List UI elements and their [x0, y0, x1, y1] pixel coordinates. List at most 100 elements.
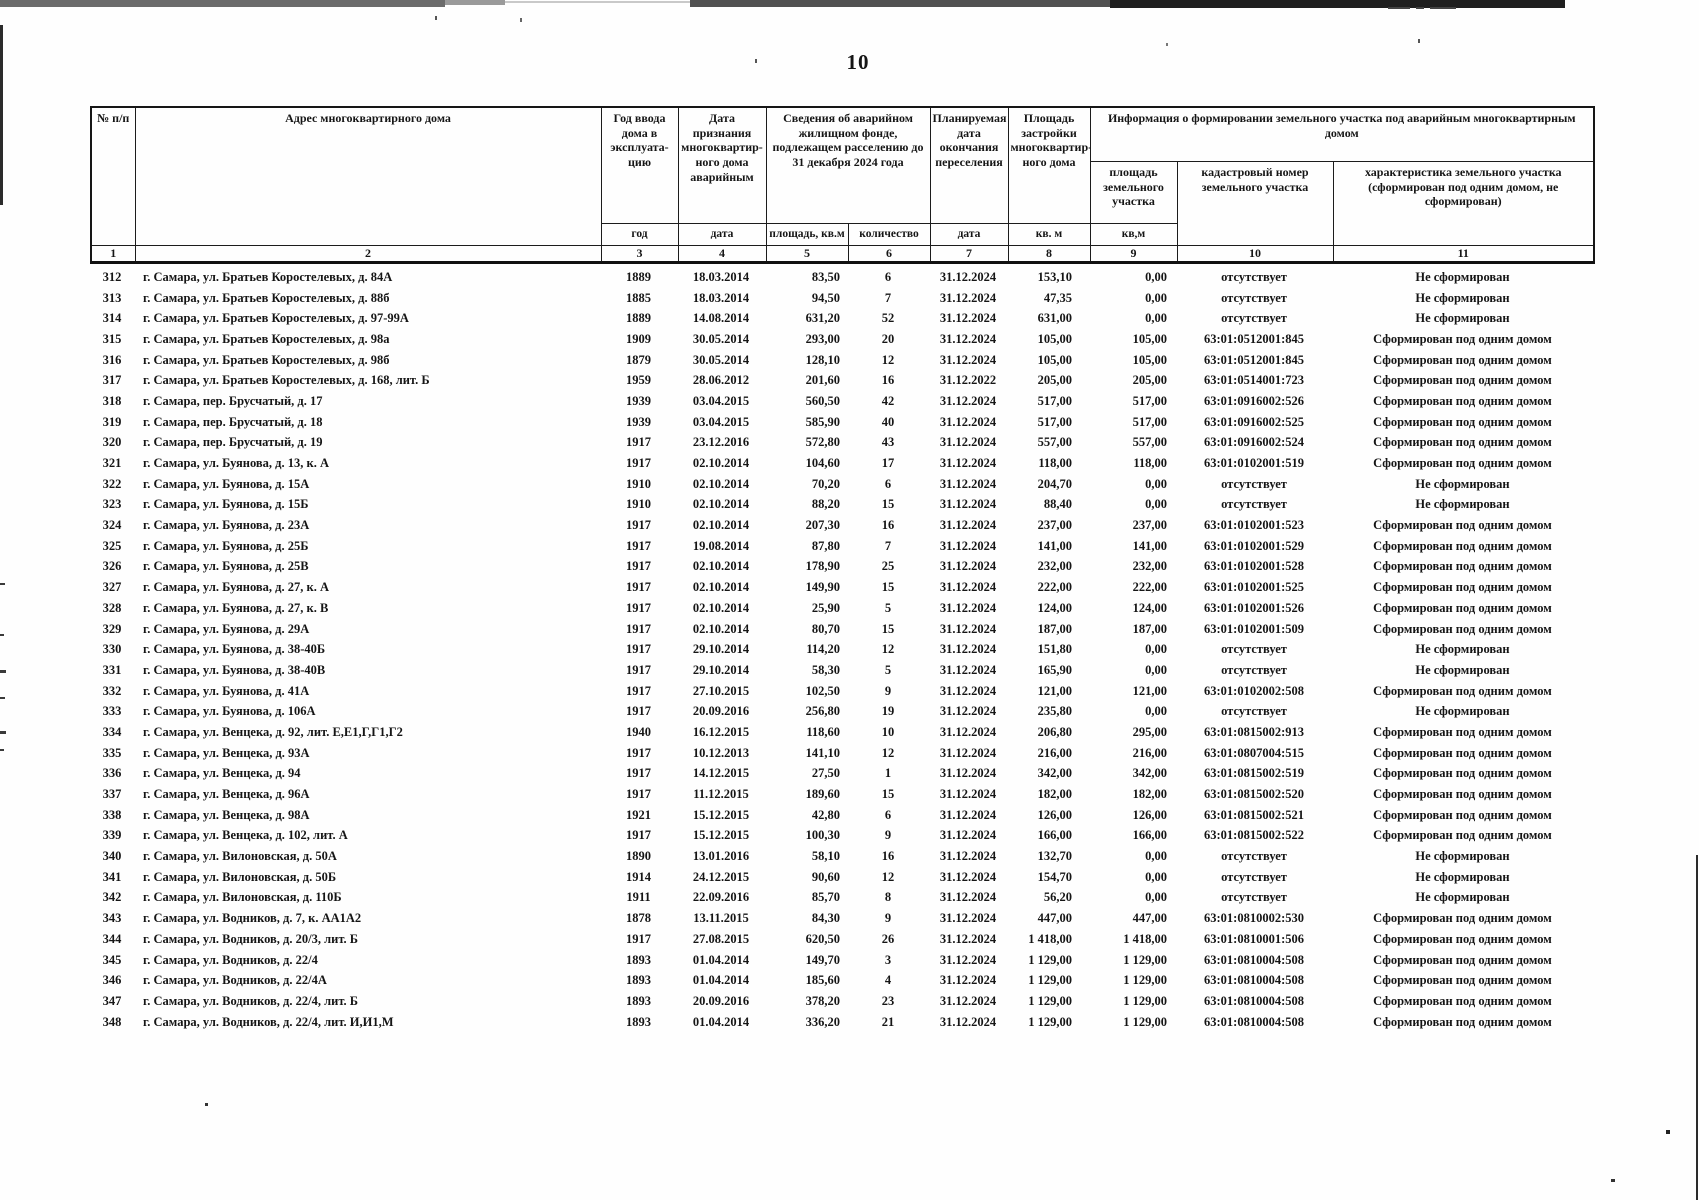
cell-area-sqm: 70,20: [811, 476, 840, 491]
cell-cadastral-number: 63:01:0810004:508: [1204, 993, 1304, 1008]
cell-land-area: 1 418,00: [1123, 931, 1167, 946]
scan-artifact-dash: [1388, 7, 1410, 9]
page-number: 10: [846, 50, 870, 74]
cell-land-status: Сформирован под одним домом: [1373, 787, 1552, 802]
cell-area-sqm: 149,90: [805, 580, 840, 595]
cell-recognition-date: 24.12.2015: [692, 869, 750, 884]
cell-recognition-date: 03.04.2015: [692, 414, 750, 429]
cell-resettlement-date: 31.12.2024: [939, 497, 997, 512]
cell-recognition-date: 27.08.2015: [692, 931, 750, 946]
cell-cadastral-number: 63:01:0810004:508: [1204, 1014, 1304, 1029]
scan-artifact-top-bar: [445, 0, 505, 5]
cell-cadastral-number: 63:01:0810004:508: [1204, 973, 1304, 988]
cell-recognition-date: 13.01.2016: [692, 849, 750, 864]
cell-number: 330: [102, 642, 122, 657]
cell-unit-count: 20: [881, 331, 895, 346]
cell-cadastral-number: 63:01:0512001:845: [1204, 352, 1304, 367]
cell-resettlement-date: 31.12.2024: [939, 807, 997, 822]
cell-address: г. Самара, ул. Вилоновская, д. 50А: [143, 849, 337, 864]
cell-number: 323: [102, 497, 122, 512]
cell-number: 333: [102, 704, 122, 719]
cell-unit-count: 12: [881, 352, 895, 367]
table-body: 3 12 г. Самара, ул. Братьев Коростелевых, …: [90, 267, 1593, 1032]
cell-land-area: 0,00: [1145, 476, 1167, 491]
cell-area-sqm: 27,50: [811, 766, 840, 781]
cell-area-sqm: 189,60: [805, 787, 840, 802]
cell-cadastral-number: 63:01:0514001:723: [1204, 373, 1304, 388]
cell-address: г. Самара, ул. Буянова, д. 15Б: [143, 497, 309, 512]
cell-land-status: Сформирован под одним домом: [1373, 393, 1552, 408]
unit-year: год: [600, 223, 679, 246]
cell-address: г. Самара, ул. Буянова, д. 38-40Б: [143, 642, 326, 657]
cell-building-area: 105,00: [1037, 352, 1072, 367]
cell-land-area: 517,00: [1132, 414, 1167, 429]
cell-year-built: 1917: [626, 828, 651, 843]
cell-number: 326: [102, 559, 122, 574]
table-row: 332 г. Самара, ул. Буянова, д. 41А 1917 27.…: [90, 681, 1593, 702]
cell-building-area: 204,70: [1037, 476, 1072, 491]
table-row: 327 г. Самара, ул. Буянова, д. 27, к. А 19…: [90, 577, 1593, 598]
cell-unit-count: 3: [884, 952, 892, 967]
cell-resettlement-date: 31.12.2024: [939, 828, 997, 843]
cell-cadastral-number: отсутствует: [1221, 890, 1287, 905]
cell-year-built: 1917: [626, 662, 651, 677]
cell-unit-count: 19: [881, 704, 895, 719]
cell-unit-count: 26: [881, 931, 895, 946]
cell-building-area: 124,00: [1037, 600, 1072, 615]
cell-land-status: Не сформирован: [1415, 849, 1510, 864]
cell-land-area: 166,00: [1132, 828, 1167, 843]
cell-number: 338: [102, 807, 122, 822]
cell-recognition-date: 02.10.2014: [692, 497, 750, 512]
cell-area-sqm: 141,10: [805, 745, 840, 760]
cell-unit-count: 9: [884, 828, 892, 843]
column-number: 6: [847, 245, 931, 264]
cell-building-area: 237,00: [1037, 518, 1072, 533]
cell-resettlement-date: 31.12.2022: [939, 373, 997, 388]
cell-address: г. Самара, ул. Братьев Коростелевых, д. …: [143, 269, 393, 284]
cell-land-area: 295,00: [1132, 724, 1167, 739]
cell-number: 340: [102, 849, 122, 864]
cell-land-area: 0,00: [1145, 869, 1167, 884]
cell-building-area: 121,00: [1037, 683, 1072, 698]
cell-area-sqm: 378,20: [805, 993, 840, 1008]
cell-land-status: Сформирован под одним домом: [1373, 559, 1552, 574]
cell-building-area: 1 129,00: [1028, 993, 1072, 1008]
cell-unit-count: 15: [881, 787, 895, 802]
cell-area-sqm: 25,90: [811, 600, 840, 615]
cell-recognition-date: 02.10.2014: [692, 600, 750, 615]
cell-building-area: 153,10: [1037, 269, 1072, 284]
cell-cadastral-number: 63:01:0807004:515: [1204, 745, 1304, 760]
cell-land-status: Не сформирован: [1415, 890, 1510, 905]
cell-land-area: 0,00: [1145, 497, 1167, 512]
cell-land-status: Сформирован под одним домом: [1373, 518, 1552, 533]
table-row: 338 г. Самара, ул. Венцека, д. 98А 1921 15.…: [90, 805, 1593, 826]
cell-land-status: Сформирован под одним домом: [1373, 807, 1552, 822]
cell-unit-count: 15: [881, 497, 895, 512]
cell-land-area: 1 129,00: [1123, 1014, 1167, 1029]
column-number: 7: [929, 245, 1009, 264]
scan-artifact-speck: [1166, 43, 1168, 46]
cell-land-area: 1 129,00: [1123, 952, 1167, 967]
cell-land-status: Не сформирован: [1415, 269, 1510, 284]
cell-address: г. Самара, ул. Братьев Коростелевых, д. …: [143, 352, 390, 367]
cell-number: 328: [102, 600, 122, 615]
scan-artifact-speck: [1418, 39, 1420, 43]
table-row: 334 г. Самара, ул. Венцека, д. 92, лит. Е…: [90, 722, 1593, 743]
cell-cadastral-number: 63:01:0810004:508: [1204, 952, 1304, 967]
cell-area-sqm: 80,70: [811, 621, 840, 636]
cell-address: г. Самара, ул. Водников, д. 22/4: [143, 952, 318, 967]
table-row: 315 г. Самара, ул. Братьев Коростелевых, …: [90, 329, 1593, 350]
cell-cadastral-number: 63:01:0810001:506: [1204, 931, 1304, 946]
cell-unit-count: 16: [881, 518, 895, 533]
cell-cadastral-number: 63:01:0102002:508: [1204, 683, 1304, 698]
cell-land-area: 105,00: [1132, 331, 1167, 346]
cell-land-area: 232,00: [1132, 559, 1167, 574]
cell-land-area: 141,00: [1132, 538, 1167, 553]
cell-resettlement-date: 31.12.2024: [939, 269, 997, 284]
table-row: 326 г. Самара, ул. Буянова, д. 25В 1917 02.…: [90, 557, 1593, 578]
table-row: 321 г. Самара, ул. Буянова, д. 13, к. А 19…: [90, 453, 1593, 474]
cell-address: г. Самара, пер. Брусчатый, д. 18: [143, 414, 323, 429]
cell-unit-count: 12: [881, 745, 895, 760]
scan-artifact-top-bar: [1110, 0, 1565, 8]
cell-unit-count: 5: [884, 600, 892, 615]
